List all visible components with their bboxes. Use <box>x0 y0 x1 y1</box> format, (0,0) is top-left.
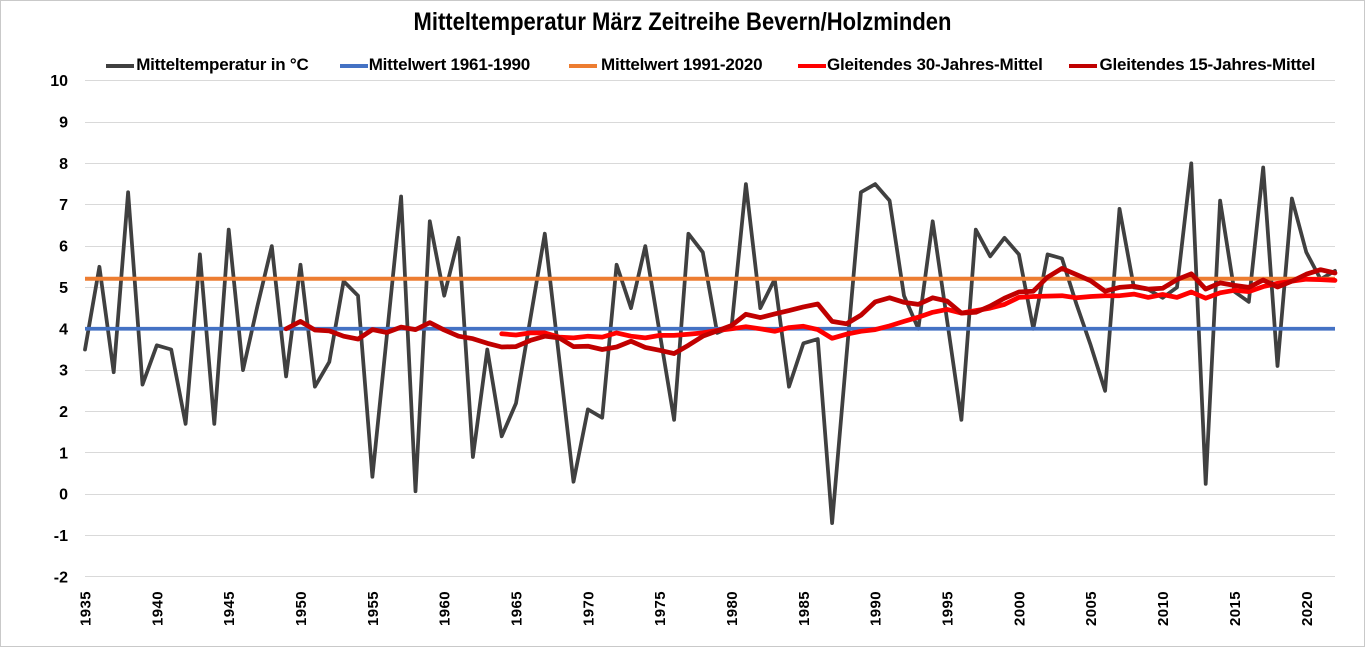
svg-text:9: 9 <box>59 115 68 132</box>
svg-text:1990: 1990 <box>868 591 885 626</box>
svg-text:1950: 1950 <box>293 591 310 626</box>
svg-text:2000: 2000 <box>1011 591 1028 626</box>
svg-text:1970: 1970 <box>580 591 597 626</box>
svg-text:1945: 1945 <box>221 591 238 626</box>
svg-text:1980: 1980 <box>724 591 741 626</box>
svg-text:4: 4 <box>59 321 68 338</box>
svg-text:2: 2 <box>59 404 68 421</box>
svg-text:6: 6 <box>59 239 68 256</box>
svg-text:1955: 1955 <box>365 591 382 626</box>
svg-text:2020: 2020 <box>1299 591 1316 626</box>
svg-text:2015: 2015 <box>1227 591 1244 626</box>
svg-text:-1: -1 <box>54 528 68 545</box>
svg-text:1960: 1960 <box>437 591 454 626</box>
svg-text:-2: -2 <box>54 569 68 586</box>
svg-text:1985: 1985 <box>796 591 813 626</box>
svg-text:1975: 1975 <box>652 591 669 626</box>
svg-text:1: 1 <box>59 445 68 462</box>
svg-text:3: 3 <box>59 363 68 380</box>
svg-text:8: 8 <box>59 156 68 173</box>
svg-text:2010: 2010 <box>1155 591 1172 626</box>
svg-text:1965: 1965 <box>509 591 526 626</box>
svg-text:1935: 1935 <box>78 591 95 626</box>
svg-text:1995: 1995 <box>940 591 957 626</box>
svg-text:10: 10 <box>50 73 68 90</box>
svg-text:1940: 1940 <box>149 591 166 626</box>
svg-text:2005: 2005 <box>1083 591 1100 626</box>
svg-text:0: 0 <box>59 487 68 504</box>
svg-text:7: 7 <box>59 197 68 214</box>
svg-text:5: 5 <box>59 280 68 297</box>
